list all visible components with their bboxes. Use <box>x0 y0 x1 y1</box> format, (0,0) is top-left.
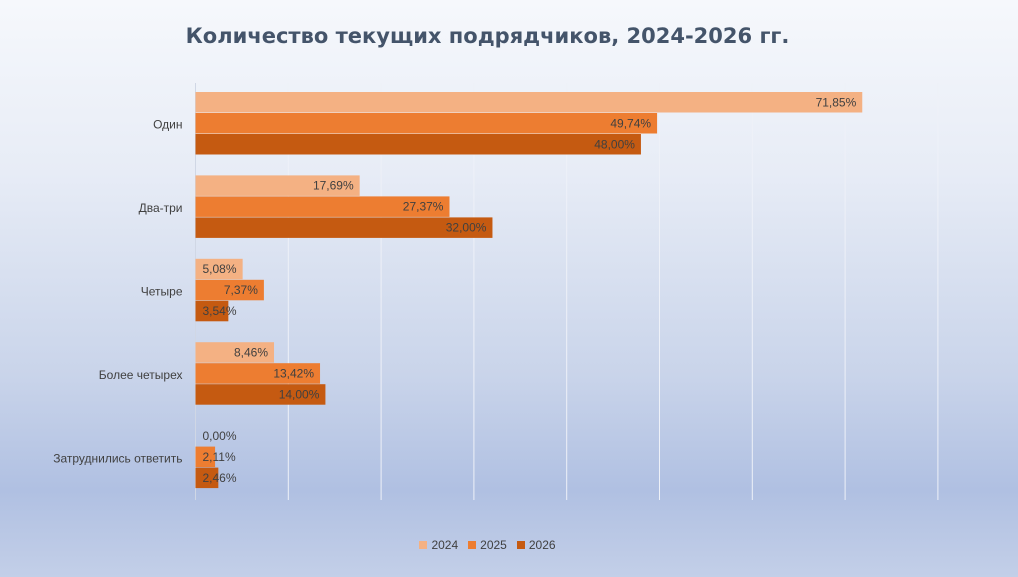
category-label: Четыре <box>141 285 183 299</box>
bar-2026 <box>195 300 229 322</box>
legend-label: 2026 <box>528 538 556 552</box>
legend-item-2024: 2024 <box>419 538 458 552</box>
legend-swatch <box>419 541 428 549</box>
bar-2025 <box>195 446 216 468</box>
bar-2026 <box>195 467 219 489</box>
bar-2025 <box>195 113 658 134</box>
legend-label: 2025 <box>480 538 507 552</box>
bar-2024 <box>195 92 863 113</box>
data-label: 17,69% <box>313 179 354 193</box>
data-label: 27,37% <box>403 200 444 214</box>
data-label: 32,00% <box>446 221 487 235</box>
data-label: 48,00% <box>594 137 635 151</box>
category-label: Затруднились ответить <box>53 451 182 465</box>
category-label: Более четырех <box>99 368 183 382</box>
legend: 2024 2025 2026 <box>0 538 975 552</box>
bar-2024 <box>195 342 275 363</box>
data-label: 2,11% <box>203 450 236 464</box>
bar-2024 <box>195 258 243 280</box>
bar-2026 <box>195 134 641 155</box>
bar-2026 <box>195 384 326 405</box>
category-label: Один <box>153 118 182 132</box>
category-label: Два-три <box>139 201 183 215</box>
data-label: 7,37% <box>224 283 258 297</box>
data-label: 2,46% <box>203 471 237 485</box>
data-label: 71,85% <box>816 95 857 109</box>
bar-2025 <box>195 363 321 384</box>
legend-label: 2024 <box>431 538 459 552</box>
data-label: 8,46% <box>234 345 268 359</box>
data-label: 49,74% <box>610 116 651 130</box>
legend-item-2025: 2025 <box>468 538 507 552</box>
data-label: 3,54% <box>203 304 237 318</box>
data-label: 5,08% <box>203 262 237 276</box>
bar-2025 <box>195 196 450 217</box>
legend-item-2026: 2026 <box>516 538 556 552</box>
data-label: 14,00% <box>279 387 320 401</box>
legend-swatch <box>516 541 525 549</box>
chart-title: Количество текущих подрядчиков, 2024-202… <box>185 24 790 48</box>
data-label: 0,00% <box>203 429 237 443</box>
legend-swatch <box>468 541 477 549</box>
bar-2024 <box>195 175 360 196</box>
bar-2025 <box>195 279 264 301</box>
bar-2026 <box>195 217 493 238</box>
data-label: 13,42% <box>273 366 314 380</box>
